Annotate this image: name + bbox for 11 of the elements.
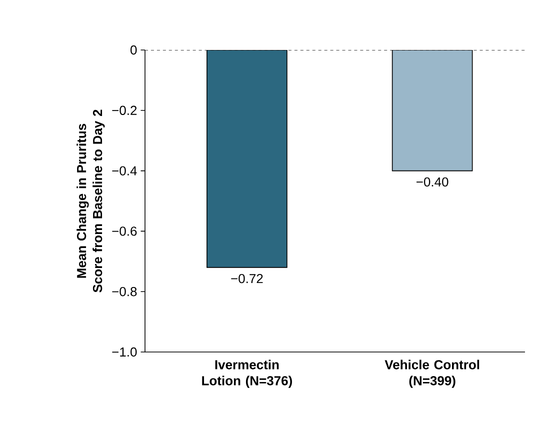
y-tick-label: −0.4 (112, 166, 137, 176)
y-tick-label: 0 (130, 45, 137, 55)
y-tick-label: −1.0 (112, 347, 137, 357)
data-label: −0.72 (231, 274, 263, 284)
y-tick-label: −0.6 (112, 226, 137, 236)
x-tick-label: Vehicle Control (N=399) (384, 360, 480, 388)
y-tick-label: −0.2 (112, 106, 137, 115)
y-tick-label: −0.8 (112, 286, 137, 296)
x-tick-label: Ivermectin Lotion (N=376) (202, 360, 292, 388)
y-axis-title: Mean Change in Pruritus Score from Baseline to Day 2 (76, 110, 105, 292)
data-label: −0.40 (416, 177, 448, 187)
